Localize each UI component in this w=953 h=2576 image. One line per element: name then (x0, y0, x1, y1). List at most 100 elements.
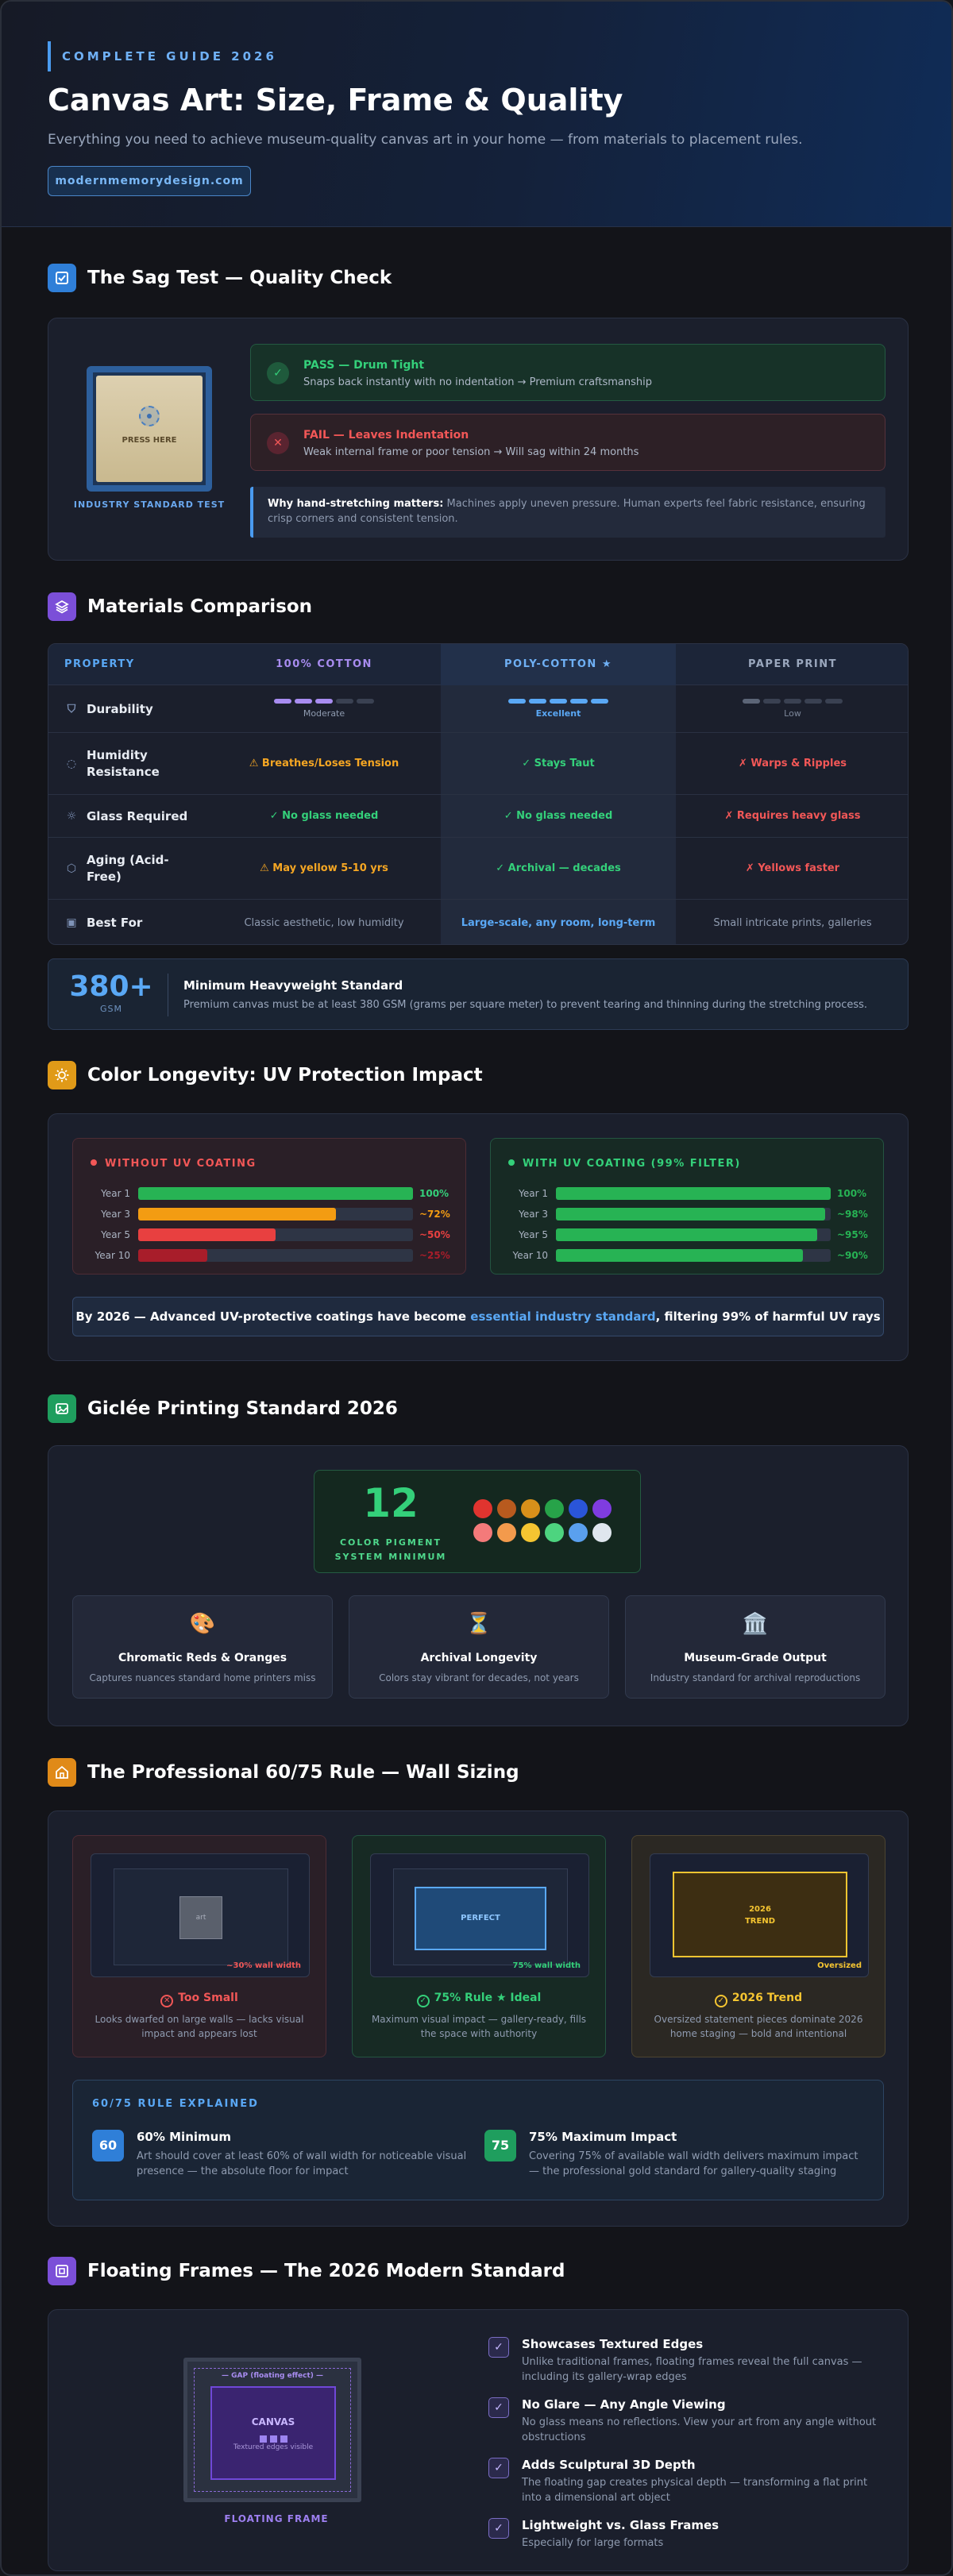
checkmark-icon: ✓ (488, 2397, 509, 2418)
rule-panel: art ~30% wall width ✕ Too Small Looks dwa… (48, 1811, 909, 2227)
uv-bar-fill (556, 1228, 817, 1241)
uv-percent-label: ~90% (837, 1250, 868, 1261)
giclee-panel: 12 COLOR PIGMENT SYSTEM MINIMUM 🎨 Chroma… (48, 1445, 909, 1726)
sun-icon: ☼ (66, 809, 77, 823)
gsm-title: Minimum Heavyweight Standard (183, 978, 403, 993)
uv-year-label: Year 5 (519, 1229, 548, 1240)
shield-icon: ⛉ (67, 702, 76, 715)
standard-test-label: INDUSTRY STANDARD TEST (73, 499, 226, 510)
uv-bar-fill (556, 1208, 826, 1221)
uv-percent-label: 100% (419, 1188, 449, 1199)
uv-year-label: Year 3 (519, 1209, 548, 1220)
wall-preview: 2026 TREND Oversized (650, 1853, 869, 1977)
table-row: ◌ Humidity Resistance ⚠ Breathes/Loses Te… (48, 733, 908, 795)
glass-cotton: ✓ No glass needed (269, 810, 379, 822)
humidity-icon: ◌ (66, 757, 77, 770)
pigment-swatch (569, 1523, 588, 1542)
without-uv-box: WITHOUT UV COATING Year 1 100% Year 3 ~72% Y… (72, 1138, 466, 1275)
hexagon-icon: ⬡ (66, 862, 77, 875)
gsm-value: 380+ (69, 970, 153, 1003)
image-icon (48, 1394, 76, 1423)
uv-bar-track (556, 1208, 831, 1221)
gsm-desc: Premium canvas must be at least 380 GSM … (183, 999, 868, 1011)
checkmark-icon: ✓ (488, 2458, 509, 2478)
uv-year-label: Year 10 (512, 1250, 549, 1261)
floating-section-heading: Floating Frames — The 2026 Modern Standa… (48, 2257, 565, 2285)
uv-bar-row: Year 3 ~72% (91, 1207, 456, 1221)
uv-percent-label: 100% (837, 1188, 867, 1199)
checkbox-icon (48, 264, 76, 292)
pigment-label: COLOR PIGMENT SYSTEM MINIMUM (334, 1537, 447, 1562)
glass-paper: ✗ Requires heavy glass (724, 810, 861, 822)
trend-title: ✓ 2026 Trend (632, 1992, 885, 2007)
durability-bars-poly (508, 699, 608, 704)
durability-bars-paper (743, 699, 843, 704)
ideal-title: ✓ 75% Rule ★ Ideal (353, 1992, 605, 2007)
small-artwork: art (179, 1896, 222, 1939)
page-subtitle: Everything you need to achieve museum-qu… (48, 132, 803, 148)
rule-explained-box: 60/75 RULE EXPLAINED 60 60% Minimum Art … (72, 2080, 884, 2200)
durability-bars-cotton (274, 699, 374, 704)
why-desc: Machines apply uneven pressure. Human ex… (268, 498, 866, 525)
wall-preview: PERFECT 75% wall width (370, 1853, 589, 1977)
oversized-artwork: 2026 TREND (673, 1872, 847, 1957)
uv-year-label: Year 1 (101, 1188, 130, 1199)
check-circle-icon: ✓ (416, 1995, 430, 2007)
pass-result: ✓ PASS — Drum Tight Snaps back instantly… (250, 344, 885, 401)
pigment-swatch (473, 1523, 492, 1542)
red-dot-icon (91, 1159, 97, 1166)
rule-explained-title: 60/75 RULE EXPLAINED (92, 2098, 259, 2110)
uv-panel: WITHOUT UV COATING Year 1 100% Year 3 ~72% Y… (48, 1113, 909, 1361)
materials-table: PROPERTY 100% COTTON POLY-COTTON ★ PAPER… (48, 643, 909, 945)
uv-year-label: Year 3 (101, 1209, 130, 1220)
humidity-cotton: ⚠ Breathes/Loses Tension (249, 758, 399, 769)
table-header-row: PROPERTY 100% COTTON POLY-COTTON ★ PAPER… (48, 644, 908, 685)
check-circle-icon: ✓ (714, 1995, 727, 2007)
property-best-for: ▣ Best For (64, 900, 142, 944)
uv-bar-track (556, 1249, 831, 1262)
canvas-preview[interactable]: PRESS HERE (87, 366, 212, 492)
pass-desc: Snaps back instantly with no indentation… (303, 376, 653, 388)
ideal-card: PERFECT 75% wall width ✓ 75% Rule ★ Ideal… (352, 1835, 606, 2057)
humidity-paper: ✗ Warps & Ripples (739, 758, 847, 769)
press-target-icon (139, 406, 160, 426)
check-icon: ✓ (267, 362, 289, 384)
durability-poly: Excellent (441, 685, 676, 732)
durability-paper: Low (676, 685, 908, 732)
min-desc: Art should cover at least 60% of wall wi… (137, 2150, 467, 2177)
pigment-system-card: 12 COLOR PIGMENT SYSTEM MINIMUM (314, 1470, 641, 1573)
property-glass: ☼ Glass Required (64, 795, 188, 837)
min-badge: 60 (92, 2130, 124, 2161)
header-poly-cotton: POLY-COTTON ★ (441, 644, 676, 685)
website-link[interactable]: modernmemorydesign.com (48, 166, 251, 196)
uv-bar-track (556, 1187, 831, 1200)
pigment-swatch (545, 1499, 564, 1518)
pigment-swatch (592, 1523, 612, 1542)
palette-icon: 🎨 (189, 1612, 216, 1636)
ideal-desc: Maximum visual impact — gallery-ready, f… (371, 2014, 587, 2039)
materials-section-heading: Materials Comparison (48, 592, 312, 621)
with-uv-box: WITH UV COATING (99% FILTER) Year 1 100% Y… (490, 1138, 884, 1275)
frame-icon (48, 2257, 76, 2285)
uv-bar-row: Year 5 ~95% (508, 1228, 874, 1242)
uv-bar-fill (556, 1249, 804, 1262)
home-icon (48, 1758, 76, 1787)
wall-caption: Oversized (817, 1961, 862, 1970)
humidity-poly: ✓ Stays Taut (522, 758, 595, 769)
hero-kicker: COMPLETE GUIDE 2026 (48, 41, 277, 71)
uv-heading: Color Longevity: UV Protection Impact (87, 1065, 483, 1086)
without-uv-title: WITHOUT UV COATING (91, 1158, 257, 1170)
uv-bar-fill (556, 1187, 831, 1200)
pigment-swatch (569, 1499, 588, 1518)
min-title: 60% Minimum (137, 2130, 231, 2144)
checkmark-icon: ✓ (488, 2518, 509, 2539)
glass-poly: ✓ No glass needed (504, 810, 613, 822)
pigment-swatch (521, 1523, 540, 1542)
pigment-swatch (545, 1523, 564, 1542)
pigment-swatch (473, 1499, 492, 1518)
uv-year-label: Year 1 (519, 1188, 548, 1199)
uv-bar-row: Year 5 ~50% (91, 1228, 456, 1242)
property-durability: ⛉ Durability (64, 685, 153, 732)
uv-bar-track (138, 1228, 413, 1241)
